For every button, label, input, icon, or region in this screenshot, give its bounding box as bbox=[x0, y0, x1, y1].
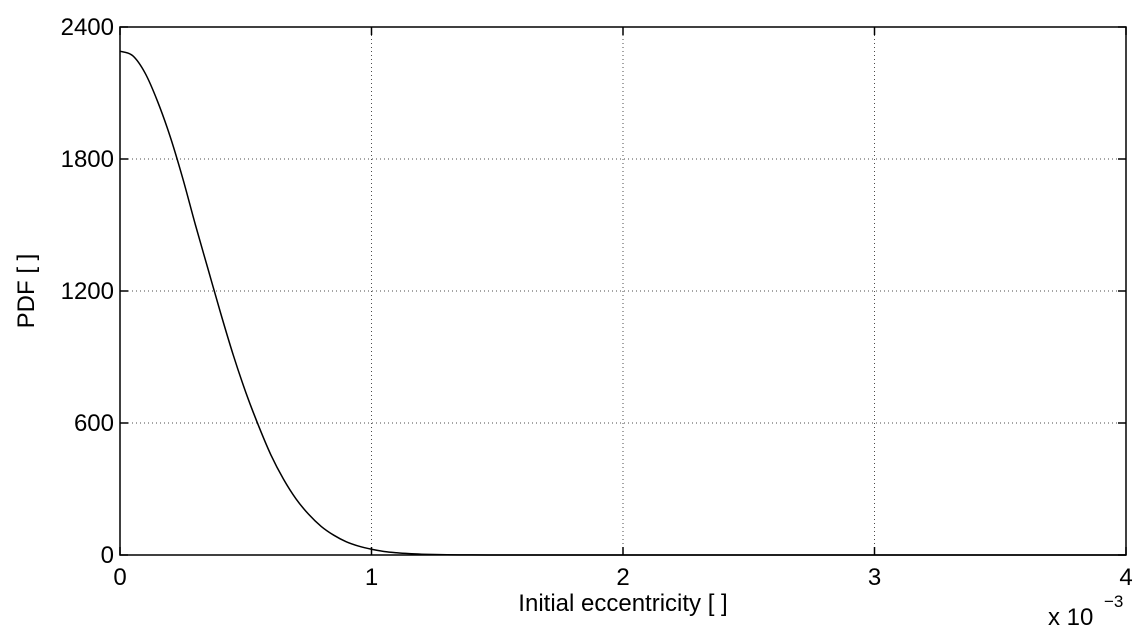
x-axis-label: Initial eccentricity [ ] bbox=[518, 590, 727, 617]
y-tick-label: 0 bbox=[101, 542, 114, 569]
x-tick-label: 1 bbox=[365, 564, 378, 591]
grid-lines bbox=[120, 27, 1126, 555]
plot-area-border bbox=[119, 26, 1127, 556]
y-axis-label: PDF [ ] bbox=[13, 254, 40, 329]
x-tick-label: 4 bbox=[1119, 564, 1132, 591]
x-tick-label: 2 bbox=[616, 564, 629, 591]
x-axis-multiplier-base: x 10 bbox=[1048, 604, 1093, 631]
x-axis-multiplier: x 10 −3 bbox=[1048, 592, 1123, 631]
y-tick-label: 1200 bbox=[61, 278, 114, 305]
y-tick-labels: 0 600 1200 1800 2400 bbox=[61, 14, 114, 569]
y-tick-label: 2400 bbox=[61, 14, 114, 41]
x-axis-multiplier-exponent: −3 bbox=[1104, 592, 1123, 611]
y-tick-label: 600 bbox=[74, 410, 114, 437]
y-tick-label: 1800 bbox=[61, 146, 114, 173]
x-tick-label: 0 bbox=[113, 564, 126, 591]
x-tick-label: 3 bbox=[868, 564, 881, 591]
x-tick-labels: 0 1 2 3 4 bbox=[113, 564, 1132, 591]
